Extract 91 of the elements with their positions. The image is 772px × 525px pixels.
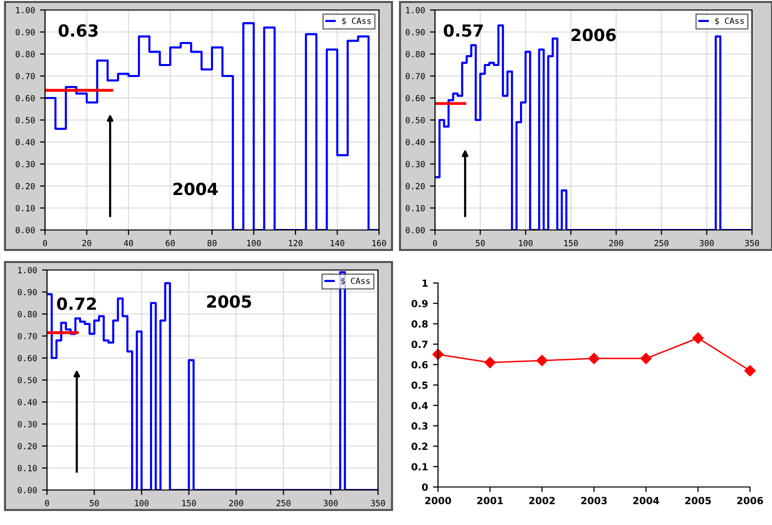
point [640,352,652,364]
y-tick-label: 0.00 [16,227,35,234]
x-tick-label: 250 [276,500,290,506]
x-tick-label: 140 [330,240,344,246]
x-tick-label: 350 [371,500,385,506]
x-tick-label: 2005 [685,496,711,504]
x-tick-label: 300 [700,240,714,246]
y-tick-label: 0.40 [16,139,35,146]
point [692,332,704,344]
y-tick-label: 0.30 [18,421,37,428]
y-tick-label: 0.90 [16,29,35,36]
y-tick-label: 0.10 [16,205,35,212]
y-tick-label: 0.60 [18,355,37,362]
point [536,354,548,366]
y-tick-label: 0.80 [18,311,37,318]
y-tick-label: 0.1 [412,463,428,470]
y-tick-label: 0.80 [406,51,425,58]
x-tick-label: 350 [745,240,759,246]
x-tick-label: 120 [288,240,302,246]
x-tick-label: 2000 [425,496,452,504]
x-tick-label: 0 [45,500,49,506]
y-tick-label: 0.70 [18,333,37,340]
x-tick-label: 50 [90,500,99,506]
point [588,352,600,364]
x-tick-label: 200 [609,240,624,246]
y-tick-label: 0.8 [412,320,428,328]
y-tick-label: 0.80 [16,51,35,58]
y-tick-label: 0.40 [406,139,425,146]
y-tick-label: 0.10 [18,465,37,472]
y-tick-label: 0.60 [406,95,425,102]
x-tick-label: 100 [519,240,533,246]
x-tick-label: 2003 [581,496,607,504]
y-tick-label: 0.50 [16,117,35,124]
y-tick-label: 0.10 [406,205,425,212]
y-tick-label: 0.4 [412,402,428,410]
x-tick-label: 40 [124,240,133,246]
y-tick-label: 0.20 [406,183,425,190]
y-tick-label: 0.70 [16,73,35,80]
y-tick-label: 0.50 [18,377,37,384]
legend-label: $ CAss [342,18,371,26]
x-tick-label: 200 [229,500,244,506]
x-tick-label: 50 [476,240,485,246]
annotation: 0.57 [444,24,483,37]
annotation: 0.72 [57,297,96,310]
y-tick-label: 0.30 [406,161,425,168]
legend-label: $ CAss [341,278,370,286]
y-tick-label: 0.50 [406,117,425,124]
y-tick-label: 0.20 [16,183,35,190]
annotation: 2004 [173,182,218,196]
annotation: 2005 [207,295,252,308]
y-tick-label: 1.00 [406,7,425,14]
x-tick-label: 0 [43,240,47,246]
annotation: 2006 [572,28,616,42]
y-tick-label: 0.40 [18,399,37,406]
y-tick-label: 0.20 [18,443,37,450]
x-tick-label: 150 [564,240,578,246]
y-tick-label: 0.2 [412,442,428,450]
y-tick-label: 0 [422,483,428,491]
x-tick-label: 2004 [633,496,660,504]
y-tick-label: 0.00 [18,487,37,494]
x-tick-label: 160 [372,240,386,246]
x-tick-label: 2001 [477,496,503,504]
x-tick-label: 150 [182,500,196,506]
x-tick-label: 60 [166,240,175,246]
y-tick-label: 0.6 [412,361,428,368]
point [744,365,756,376]
y-tick-label: 0.9 [412,300,428,308]
y-tick-label: 0.3 [412,422,428,430]
legend-label: $ CAss [715,18,744,26]
x-tick-label: 0 [433,240,437,246]
y-tick-label: 0.60 [16,95,35,102]
y-tick-label: 1 [422,280,428,287]
x-tick-label: 250 [654,240,668,246]
y-tick-label: 0.00 [406,227,425,234]
x-tick-label: 100 [247,240,261,246]
y-tick-label: 0.5 [412,381,428,389]
x-tick-label: 100 [135,500,149,506]
x-tick-label: 2002 [529,496,555,504]
annotation: 0.63 [58,24,98,37]
point [484,356,496,368]
y-tick-label: 0.70 [406,73,425,80]
x-tick-label: 2006 [737,496,764,504]
y-tick-label: 1.00 [18,267,37,274]
x-tick-label: 20 [82,240,92,246]
x-tick-label: 300 [324,500,338,506]
y-tick-label: 1.00 [16,7,35,14]
y-tick-label: 0.30 [16,161,35,168]
y-tick-label: 0.7 [412,340,428,348]
y-tick-label: 0.90 [18,289,37,296]
x-tick-label: 80 [208,240,216,246]
y-tick-label: 0.90 [406,29,425,36]
